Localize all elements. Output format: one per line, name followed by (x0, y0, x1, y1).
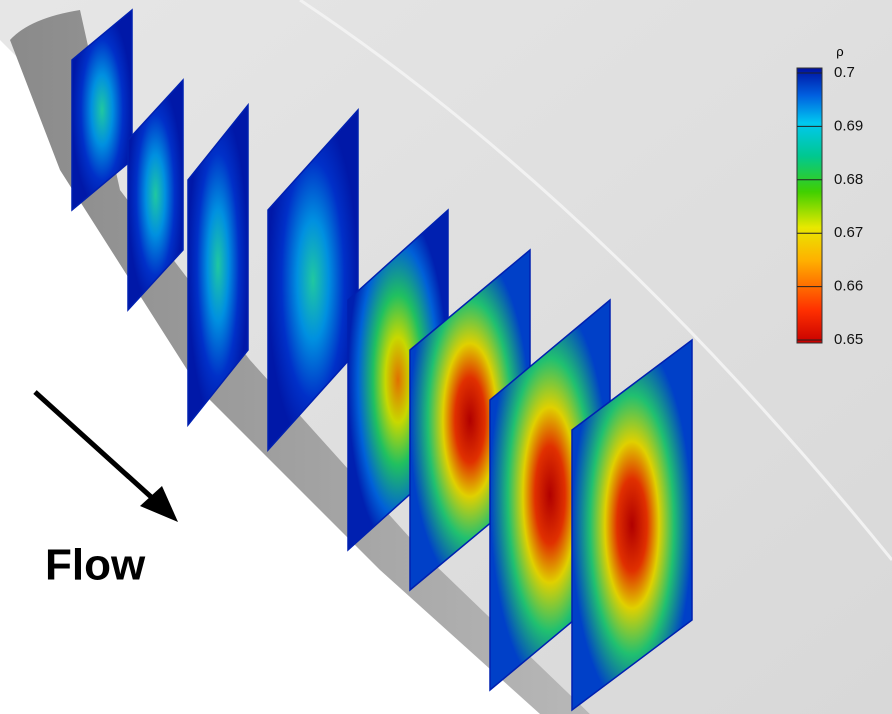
tick-label: 0.66 (834, 278, 863, 295)
flow-arrow (33, 390, 162, 507)
flow-arrowhead (140, 486, 178, 522)
tick-label: 0.67 (834, 224, 863, 241)
flow-label: Flow (45, 541, 146, 590)
surface-line (299, 0, 892, 561)
tick-label: 0.68 (834, 171, 863, 188)
tick-label: 0.7 (834, 64, 855, 81)
colorbar-label: ρ (836, 44, 843, 59)
colorbar (796, 67, 823, 344)
leading-edge (10, 10, 590, 714)
tick-label: 0.65 (834, 331, 863, 348)
colorbar-ticks: 0.7 0.69 0.68 0.67 0.66 0.65 (797, 64, 863, 348)
slice (127, 78, 184, 312)
slices (71, 8, 693, 712)
slice (571, 338, 693, 712)
slice (187, 102, 249, 428)
tick-label: 0.69 (834, 117, 863, 134)
